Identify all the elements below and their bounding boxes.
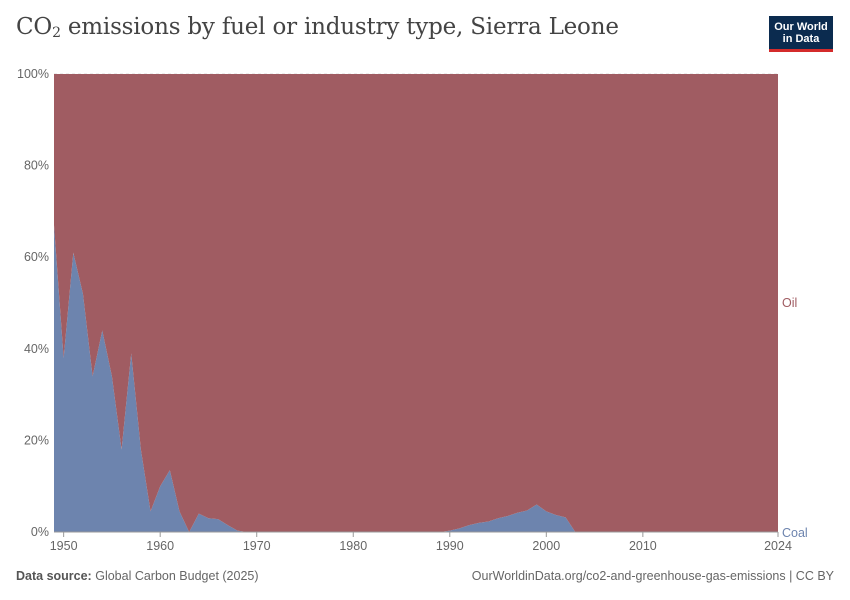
x-tick-label: 1960 — [146, 539, 174, 553]
axes: 0% 20% 40% 60% 80% 100% 1950 1960 1970 1980 1990 20… — [17, 67, 792, 553]
x-tick-label: 1980 — [339, 539, 367, 553]
x-tick-label: 2024 — [764, 539, 792, 553]
data-source-label: Data source: — [16, 569, 92, 583]
x-tick-label: 2000 — [532, 539, 560, 553]
logo-line-1: Our World — [774, 21, 828, 33]
series-labels: Coal Oil — [782, 296, 808, 540]
y-tick-label: 40% — [24, 342, 49, 356]
x-tick-label: 2010 — [629, 539, 657, 553]
y-tick-label: 0% — [31, 525, 49, 539]
series-area-coal — [54, 225, 778, 532]
source-url-link[interactable]: OurWorldinData.org/co2-and-greenhouse-ga… — [471, 569, 834, 583]
series-area-oil — [54, 74, 778, 532]
y-tick-label: 60% — [24, 250, 49, 264]
x-tick-label: 1970 — [243, 539, 271, 553]
series-label-coal: Coal — [782, 526, 808, 540]
data-source-value: Global Carbon Budget (2025) — [95, 569, 259, 583]
chart-title: CO2 emissions by fuel or industry type, … — [16, 14, 619, 41]
stacked-area-chart: 0% 20% 40% 60% 80% 100% 1950 1960 1970 1980 1990 20… — [17, 67, 808, 553]
x-tick-label: 1950 — [50, 539, 78, 553]
data-source: Data source: Global Carbon Budget (2025) — [16, 569, 259, 583]
y-tick-label: 100% — [17, 67, 49, 81]
logo-line-2: in Data — [782, 33, 820, 45]
owid-logo[interactable]: Our World in Data — [769, 16, 833, 52]
y-tick-label: 80% — [24, 159, 49, 173]
area-layer — [54, 74, 778, 532]
y-tick-label: 20% — [24, 433, 49, 447]
series-label-oil: Oil — [782, 296, 797, 310]
x-tick-label: 1990 — [436, 539, 464, 553]
